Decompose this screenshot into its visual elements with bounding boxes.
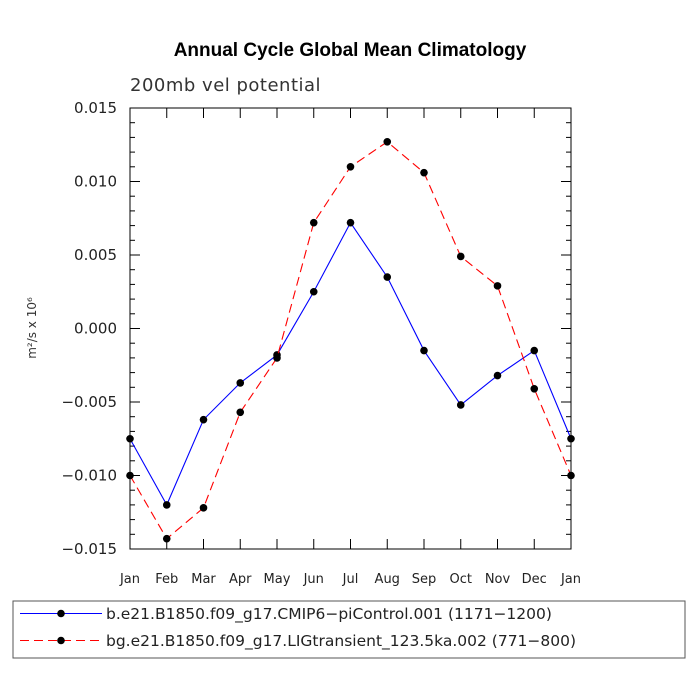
x-tick-label: Jan [560, 572, 581, 587]
legend-box [12, 600, 686, 659]
data-point [273, 354, 281, 362]
x-tick-label: Jun [303, 572, 324, 587]
data-point [567, 471, 575, 480]
axes: 0.0150.0100.0050.000−0.005−0.010−0.015Ja… [61, 99, 581, 587]
series-line [129, 141, 572, 540]
y-tick-label: 0.005 [74, 246, 117, 264]
data-point [309, 218, 318, 227]
plot-frame [129, 107, 572, 550]
y-tick-label: −0.005 [61, 393, 117, 411]
data-point [162, 501, 171, 509]
y-tick-label: 0.000 [74, 320, 117, 338]
data-point [383, 273, 392, 281]
data-point [567, 434, 575, 443]
data-point [199, 415, 208, 424]
legend-label: bg.e21.B1850.f09_g17.LIGtransient_123.5k… [106, 632, 576, 651]
data-point [493, 282, 502, 290]
series-line [129, 221, 572, 507]
x-tick-label: Aug [375, 572, 400, 587]
data-point [530, 346, 539, 355]
data-point [456, 401, 465, 409]
data-point [456, 252, 465, 261]
y-tick-label: 0.010 [74, 173, 117, 191]
x-tick-label: Jul [342, 572, 359, 587]
x-tick-label: Apr [229, 572, 252, 587]
x-tick-label: Feb [155, 572, 178, 587]
data-point [383, 138, 392, 146]
data-point [162, 534, 171, 543]
data-point [346, 163, 355, 171]
chart-title: Annual Cycle Global Mean Climatology [174, 40, 527, 61]
data-point [236, 408, 245, 417]
series-layer [126, 138, 575, 543]
x-tick-label: Mar [191, 572, 216, 587]
data-point [420, 346, 428, 355]
x-tick-label: Oct [450, 572, 472, 587]
data-point [199, 504, 208, 512]
y-axis-label: m²/s x 10⁶ [25, 297, 39, 359]
series-2 [126, 138, 575, 543]
legend-entry-1: b.e21.B1850.f09_g17.CMIP6−piControl.001 … [20, 605, 552, 624]
legend-marker [57, 636, 65, 645]
data-point [126, 471, 134, 480]
data-point [236, 379, 245, 387]
data-point [126, 434, 134, 443]
data-point [493, 371, 502, 380]
data-point [420, 168, 428, 177]
legend: b.e21.B1850.f09_g17.CMIP6−piControl.001 … [12, 600, 686, 659]
y-tick-label: 0.015 [74, 99, 117, 117]
x-tick-label: Sep [412, 572, 437, 587]
y-tick-label: −0.010 [61, 467, 117, 485]
legend-marker [57, 609, 65, 618]
y-tick-label: −0.015 [61, 540, 117, 558]
legend-entry-2: bg.e21.B1850.f09_g17.LIGtransient_123.5k… [20, 632, 576, 651]
legend-label: b.e21.B1850.f09_g17.CMIP6−piControl.001 … [106, 605, 552, 624]
data-point [530, 384, 539, 393]
data-point [309, 287, 318, 296]
series-1 [126, 218, 575, 509]
x-tick-label: Jan [119, 572, 140, 587]
data-point [346, 218, 355, 227]
x-tick-label: Dec [522, 572, 547, 587]
x-tick-label: May [264, 572, 291, 587]
chart-subtitle: 200mb vel potential [130, 75, 321, 96]
x-tick-label: Nov [485, 572, 511, 587]
